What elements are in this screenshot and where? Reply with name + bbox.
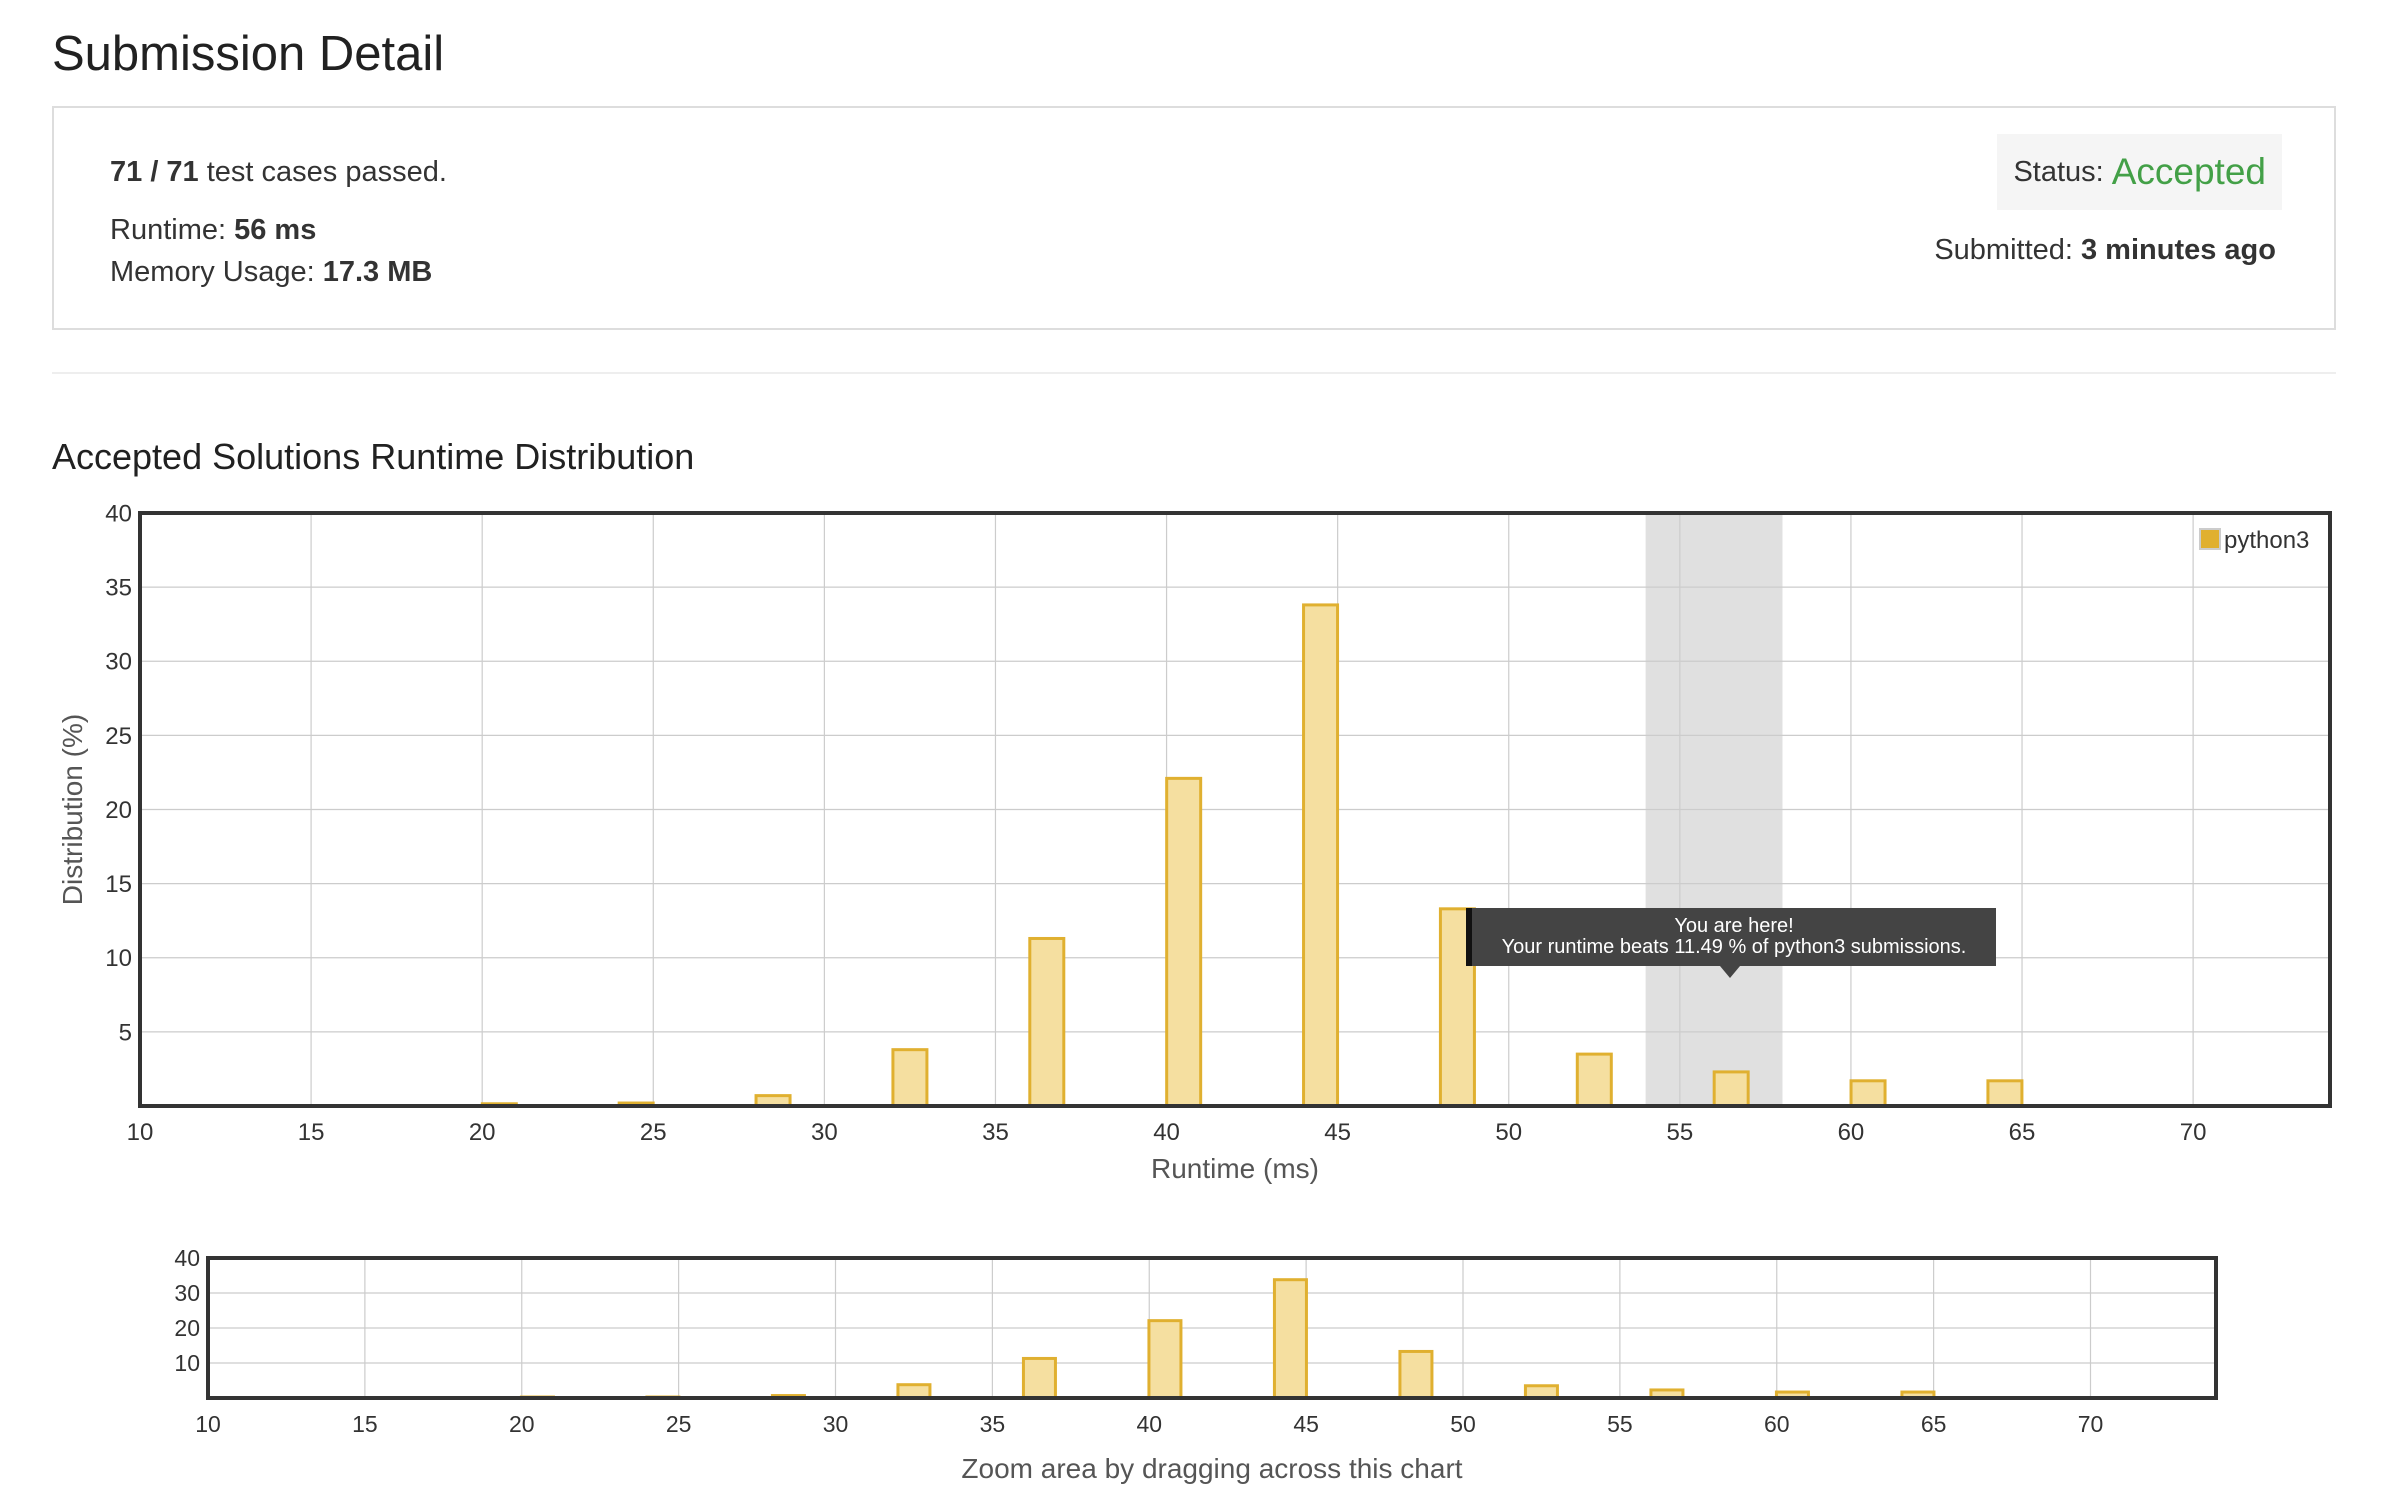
main-bar	[1712, 1070, 1750, 1108]
main-x-tick-label: 30	[811, 1119, 838, 1146]
main-x-tick-label: 45	[1324, 1119, 1351, 1146]
status-label: Status:	[2013, 155, 2104, 188]
main-bar	[1165, 776, 1203, 1108]
overview-x-tick-label: 10	[195, 1411, 221, 1437]
overview-x-tick-label: 60	[1764, 1411, 1790, 1437]
overview-bar	[1147, 1319, 1183, 1400]
submitted-value: 3 minutes ago	[2081, 234, 2276, 266]
overview-x-tick-label: 40	[1136, 1411, 1162, 1437]
overview-y-tick-label: 20	[174, 1315, 200, 1341]
overview-x-tick-label: 30	[823, 1411, 849, 1437]
main-y-tick-label: 5	[119, 1019, 132, 1046]
main-x-tick-label: 10	[127, 1119, 154, 1146]
submitted-line: Submitted: 3 minutes ago	[1934, 234, 2276, 267]
overview-bar	[1272, 1278, 1308, 1400]
runtime-value: 56 ms	[234, 214, 317, 246]
main-y-tick-label: 25	[105, 723, 132, 750]
overview-x-tick-label: 55	[1607, 1411, 1633, 1437]
runtime-tooltip: You are here! Your runtime beats 11.49 %…	[1466, 908, 1996, 966]
main-x-tick-label: 35	[982, 1119, 1009, 1146]
main-bar	[1028, 936, 1066, 1108]
submitted-label: Submitted:	[1934, 234, 2081, 266]
main-x-tick-label: 25	[640, 1119, 667, 1146]
main-y-tick-label: 40	[105, 500, 132, 527]
main-x-axis-label: Runtime (ms)	[1151, 1153, 1319, 1184]
overview-chart: 10 15 20 25 30 35 40 45 50 55 60 65 70 10 20 30 40 Zoom a…	[174, 1245, 2218, 1484]
overview-bar	[1021, 1356, 1057, 1400]
runtime-label: Runtime:	[110, 214, 235, 246]
runtime-line: Runtime: 56 ms	[110, 214, 316, 247]
status-box: Status: Accepted	[1997, 134, 2282, 210]
main-bar	[891, 1048, 929, 1108]
main-chart: 10 15 20 25 30 35 40 45 50 55 60 65 70 5 10 15 20 25 30 35 4…	[57, 500, 2332, 1184]
main-x-tick-label: 70	[2180, 1119, 2207, 1146]
main-legend-swatch	[2199, 528, 2221, 550]
main-bar	[1302, 603, 1340, 1108]
main-x-tick-label: 65	[2009, 1119, 2036, 1146]
section-title: Accepted Solutions Runtime Distribution	[52, 436, 695, 477]
memory-value: 17.3 MB	[322, 256, 433, 288]
main-x-tick-label: 15	[298, 1119, 325, 1146]
test-cases-line: 71 / 71 test cases passed.	[110, 156, 447, 189]
main-bar	[1986, 1079, 2024, 1108]
main-x-tick-label: 50	[1495, 1119, 1522, 1146]
overview-x-tick-label: 20	[509, 1411, 535, 1437]
main-y-tick-label: 35	[105, 575, 132, 602]
overview-x-tick-label: 70	[2078, 1411, 2104, 1437]
overview-y-tick-label: 10	[174, 1350, 200, 1376]
tooltip-line-1: You are here!	[1674, 915, 1794, 937]
tooltip-arrow	[1720, 966, 1740, 978]
overview-x-tick-label: 50	[1450, 1411, 1476, 1437]
page-title: Submission Detail	[52, 27, 445, 81]
overview-x-tick-label: 25	[666, 1411, 692, 1437]
overview-x-tick-label: 45	[1293, 1411, 1319, 1437]
divider	[52, 372, 2336, 374]
memory-label: Memory Usage:	[110, 256, 323, 288]
status-value[interactable]: Accepted	[2111, 151, 2266, 192]
main-x-tick-label: 55	[1666, 1119, 1693, 1146]
test-cases-count: 71 / 71	[110, 156, 199, 188]
main-bar	[1575, 1052, 1613, 1108]
overview-bar	[1398, 1349, 1434, 1400]
overview-x-tick-label: 15	[352, 1411, 378, 1437]
main-y-axis-label: Distribution (%)	[57, 714, 88, 905]
main-y-tick-label: 20	[105, 797, 132, 824]
overview-y-tick-label: 40	[174, 1245, 200, 1271]
overview-plot-border	[206, 1256, 2218, 1400]
main-y-tick-label: 10	[105, 945, 132, 972]
main-y-tick-label: 30	[105, 649, 132, 676]
overview-y-tick-label: 30	[174, 1280, 200, 1306]
overview-x-tick-label: 35	[980, 1411, 1006, 1437]
main-y-tick-label: 15	[105, 871, 132, 898]
main-x-tick-label: 40	[1153, 1119, 1180, 1146]
overview-x-tick-label: 65	[1921, 1411, 1947, 1437]
main-x-tick-label: 60	[1838, 1119, 1865, 1146]
test-cases-suffix: test cases passed.	[198, 156, 447, 188]
main-x-tick-label: 20	[469, 1119, 496, 1146]
main-plot-border	[138, 511, 2332, 1108]
tooltip-line-2: Your runtime beats 11.49 % of python3 su…	[1501, 936, 1967, 958]
main-bar	[1849, 1079, 1887, 1108]
submission-summary-panel: 71 / 71 test cases passed. Runtime: 56 m…	[52, 106, 2336, 330]
overview-x-axis-label: Zoom area by dragging across this chart	[961, 1453, 1462, 1484]
memory-line: Memory Usage: 17.3 MB	[110, 256, 432, 289]
main-legend-label: python3	[2224, 527, 2309, 554]
